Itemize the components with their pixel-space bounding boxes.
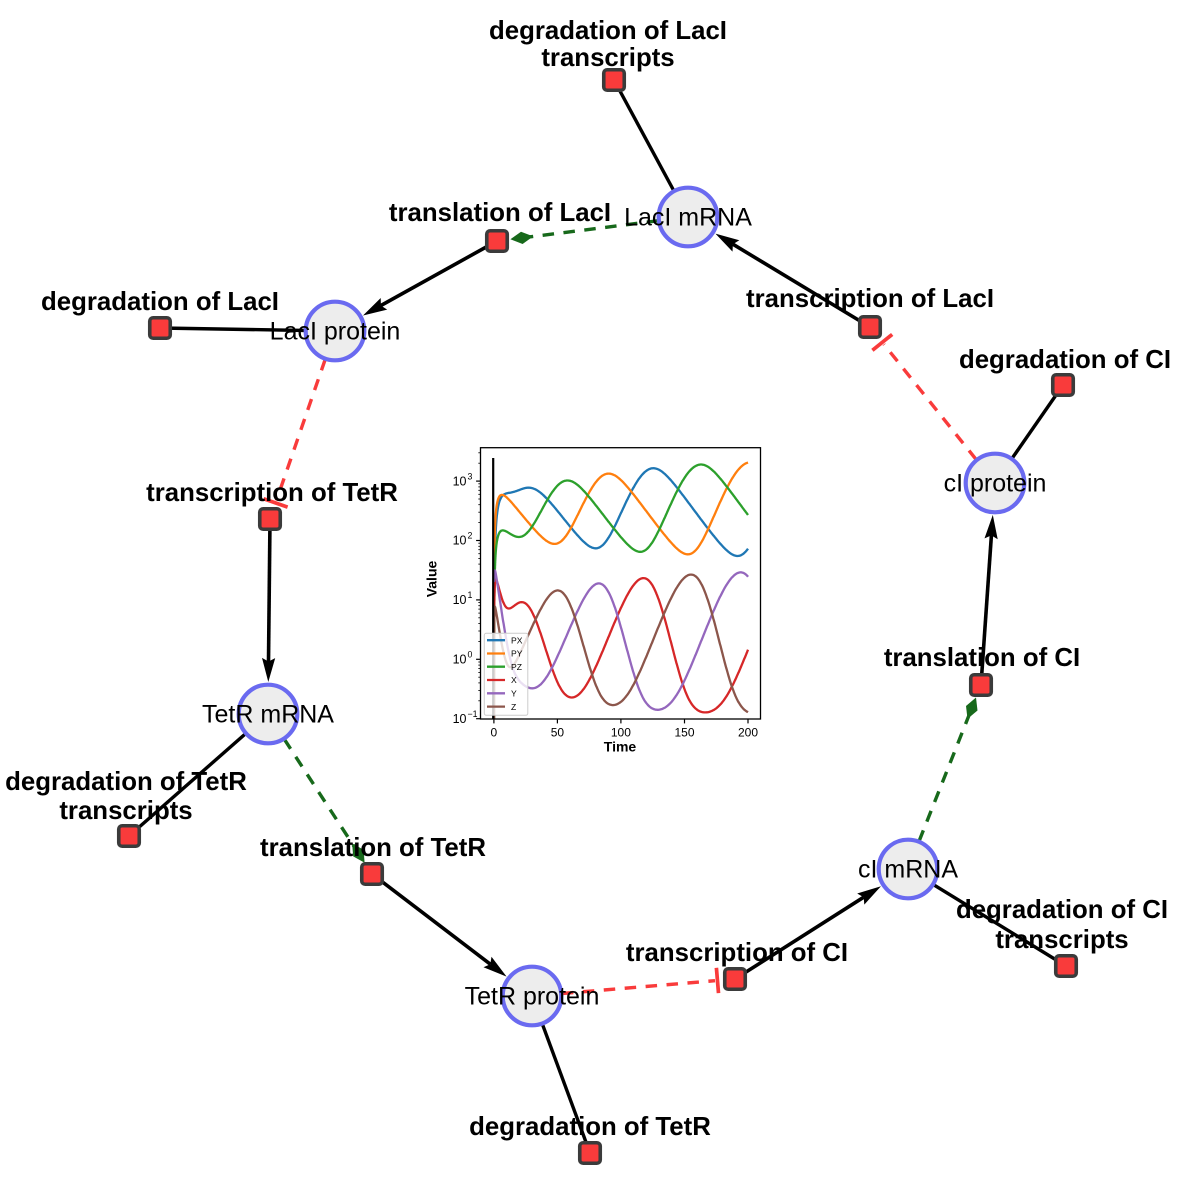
svg-text:TetR mRNA: TetR mRNA [202, 701, 334, 729]
svg-text:degradation of LacI: degradation of LacI [41, 288, 279, 316]
svg-text:1: 1 [468, 590, 473, 600]
svg-text:transcription of TetR: transcription of TetR [146, 479, 398, 507]
svg-text:degradation of TetR: degradation of TetR [469, 1113, 711, 1141]
svg-text:transcripts: transcripts [995, 926, 1128, 954]
svg-text:Value: Value [424, 561, 440, 598]
svg-text:TetR protein: TetR protein [465, 983, 600, 1011]
svg-text:LacI mRNA: LacI mRNA [624, 204, 752, 232]
svg-text:transcription of CI: transcription of CI [626, 939, 848, 967]
svg-text:100: 100 [611, 726, 631, 740]
svg-text:degradation of CI: degradation of CI [959, 346, 1171, 374]
svg-text:cI mRNA: cI mRNA [858, 856, 958, 884]
svg-text:transcripts: transcripts [59, 797, 192, 825]
svg-text:Y: Y [511, 689, 517, 699]
svg-text:50: 50 [551, 726, 565, 740]
svg-text:10: 10 [453, 653, 467, 667]
svg-text:transcription of LacI: transcription of LacI [746, 285, 994, 313]
svg-text:150: 150 [674, 726, 694, 740]
svg-text:translation of LacI: translation of LacI [389, 199, 611, 227]
svg-text:−1: −1 [468, 709, 478, 719]
svg-text:PY: PY [511, 649, 523, 659]
svg-text:0: 0 [468, 650, 473, 660]
svg-text:cI protein: cI protein [944, 470, 1047, 498]
svg-text:200: 200 [738, 726, 758, 740]
svg-text:10: 10 [453, 712, 467, 726]
svg-text:10: 10 [453, 534, 467, 548]
svg-text:Time: Time [604, 739, 637, 755]
svg-text:LacI protein: LacI protein [270, 318, 401, 346]
svg-text:X: X [511, 675, 517, 685]
svg-text:2: 2 [468, 531, 473, 541]
svg-text:translation of TetR: translation of TetR [260, 834, 486, 862]
svg-text:10: 10 [453, 474, 467, 488]
svg-text:3: 3 [468, 471, 473, 481]
svg-text:0: 0 [491, 726, 498, 740]
svg-text:degradation of TetR: degradation of TetR [5, 768, 247, 796]
svg-text:Z: Z [511, 702, 516, 712]
svg-text:translation of CI: translation of CI [884, 644, 1080, 672]
svg-text:PZ: PZ [511, 662, 522, 672]
svg-text:degradation of CI: degradation of CI [956, 896, 1168, 924]
svg-text:PX: PX [511, 635, 523, 645]
svg-text:10: 10 [453, 593, 467, 607]
svg-text:transcripts: transcripts [541, 44, 674, 72]
svg-text:degradation of LacI: degradation of LacI [489, 17, 727, 45]
